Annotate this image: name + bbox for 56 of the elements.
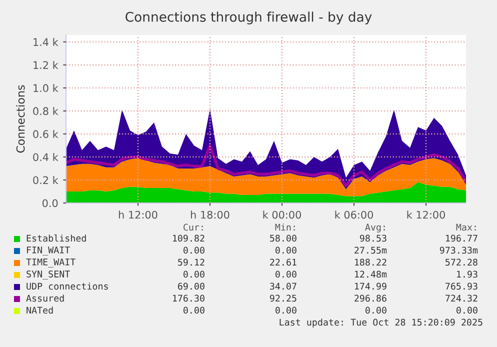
line-series <box>66 144 466 188</box>
y-tick-label: 1.0 k <box>34 84 58 92</box>
legend-label: TIME_WAIT <box>26 258 76 268</box>
text: 69.00 <box>178 282 204 290</box>
y-tick-label: 0.0 <box>42 199 58 208</box>
x-tick-label: k 12:00 <box>407 210 445 219</box>
text: 572.28 <box>446 258 478 266</box>
text: 196.77 <box>446 234 478 242</box>
text: 176.30 <box>172 294 204 302</box>
text: 174.99 <box>354 282 386 290</box>
text: Last update: Tue Oct 28 15:20:09 2025 <box>280 318 482 328</box>
text: Avg: <box>365 224 385 232</box>
text: 58.00 <box>270 234 296 242</box>
text: 27.55m <box>354 246 387 254</box>
text: 98.53 <box>360 234 386 242</box>
y-axis-title: Connections <box>16 85 25 153</box>
text: 0.00 <box>184 270 204 278</box>
text: 0.00 <box>276 246 296 254</box>
text: 724.32 <box>446 294 478 302</box>
text: 296.86 <box>354 294 386 302</box>
x-tick-label: k 00:00 <box>263 210 301 219</box>
text: 973.33m <box>440 246 478 254</box>
text: Min: <box>275 224 295 231</box>
text: 765.93 <box>446 282 478 290</box>
text: 1.93 <box>457 270 478 278</box>
legend-label: NATed <box>26 306 53 314</box>
y-tick-label: 1.4 k <box>34 38 58 46</box>
text: 12.48m <box>354 270 387 278</box>
text: 188.22 <box>354 258 386 266</box>
y-tick-label: 0.8 k <box>33 106 58 116</box>
text: Cur: <box>184 224 203 231</box>
x-tick-label: h 18:00 <box>190 210 230 219</box>
text: 0.00 <box>366 306 386 314</box>
text: 34.07 <box>270 282 296 290</box>
y-tick-label: 0.4 k <box>33 153 58 162</box>
chart-title: Connections through firewall - by day <box>126 12 372 24</box>
text: 0.00 <box>184 246 204 254</box>
text: 0.00 <box>456 306 478 314</box>
text: Max: <box>456 224 476 231</box>
y-tick-label: 1.2 k <box>34 60 58 69</box>
legend-label: SYN_SENT <box>26 270 70 280</box>
text: 109.82 <box>172 234 204 242</box>
text: 0.00 <box>276 270 296 278</box>
text: 59.12 <box>178 258 204 266</box>
legend-label: Established <box>26 234 86 242</box>
x-tick-label: k 06:00 <box>335 210 373 219</box>
y-tick-label: 0.6 k <box>33 130 58 138</box>
y-tick-label: 0.2 k <box>33 176 58 184</box>
text: 92.25 <box>270 294 296 302</box>
legend-label: Assured <box>26 294 64 302</box>
text: 0.00 <box>184 306 204 314</box>
legend-label: FIN_WAIT <box>27 246 70 256</box>
legend-label: UDP connections <box>26 282 108 290</box>
x-tick-label: h 12:00 <box>118 210 158 219</box>
text: 0.00 <box>276 306 296 314</box>
text: 22.61 <box>270 258 296 266</box>
